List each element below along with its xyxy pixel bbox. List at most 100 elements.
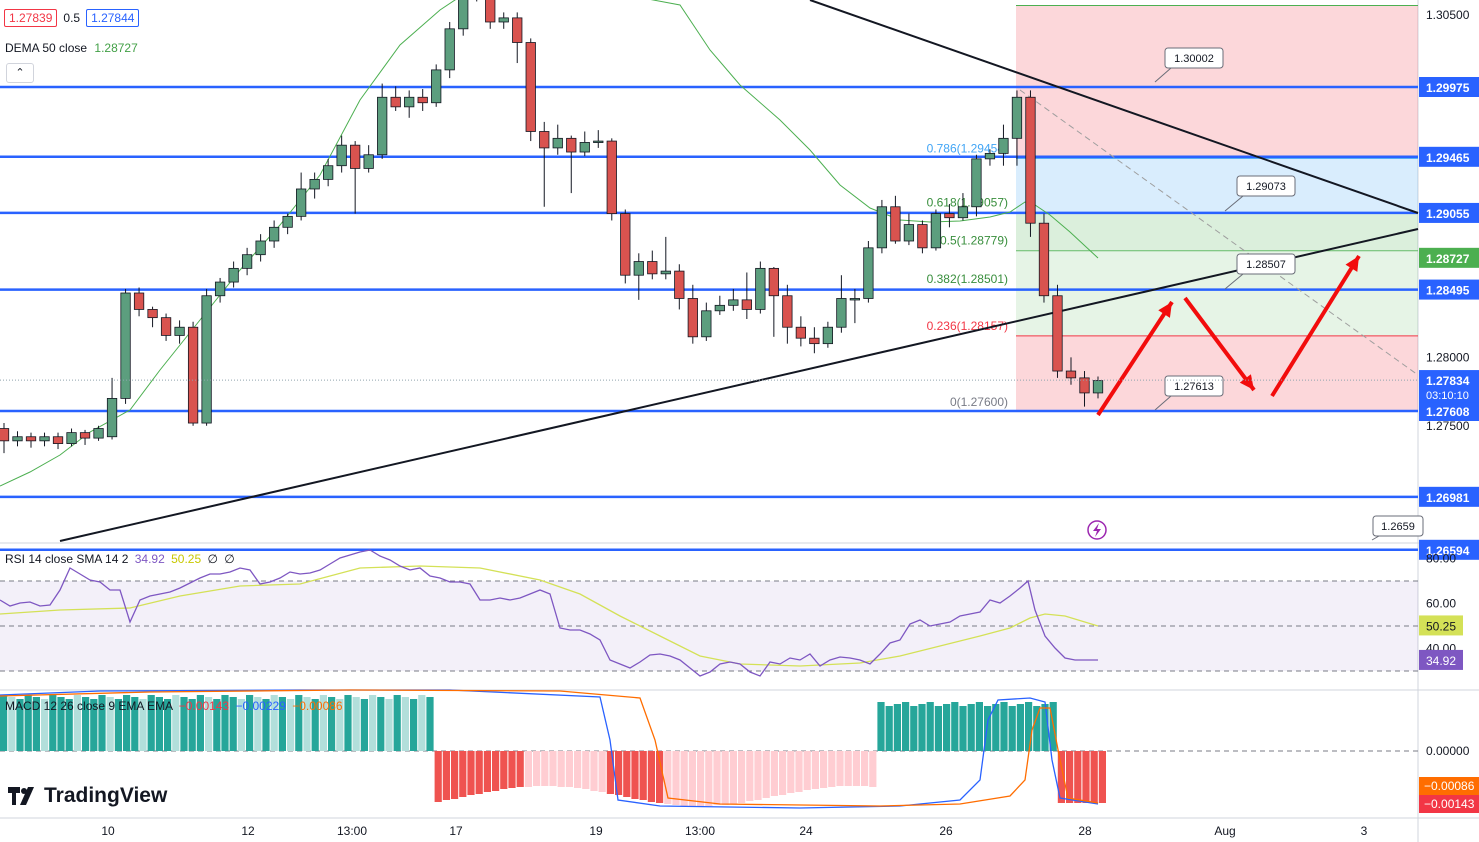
macd-hist-bar-6: [49, 695, 57, 751]
collapse-legend-button[interactable]: ⌃: [6, 63, 34, 83]
rsi-tick-1: 60.00: [1426, 597, 1456, 611]
candle-49: [660, 270, 671, 275]
macd-hist-bar-110: [902, 702, 910, 751]
macd-hist-bar-93: [762, 751, 770, 798]
macd-hist-bar-126: [1033, 706, 1041, 751]
candle-26: [350, 144, 361, 169]
rsi-legend[interactable]: RSI 14 close SMA 14 2 34.92 50.25 ∅ ∅: [5, 552, 235, 566]
ask-price[interactable]: 1.27844: [86, 9, 140, 27]
macd-hist-bar-36: [295, 695, 303, 751]
callout-text-0: 1.30002: [1174, 53, 1214, 65]
macd-hist-bar-11: [90, 699, 98, 751]
last-price-tag: 1.27834: [1426, 374, 1470, 388]
candle-42: [566, 137, 577, 153]
macd-legend[interactable]: MACD 12 26 close 9 EMA EMA −0.00143 −0.0…: [5, 699, 343, 713]
macd-hist-bar-121: [992, 704, 1000, 751]
macd-hist-bar-95: [779, 751, 787, 795]
macd-hist-bar-56: [459, 751, 467, 797]
dema-value: 1.28727: [94, 41, 138, 55]
candle-59: [795, 326, 806, 339]
rsi-label: RSI 14 close SMA 14 2: [5, 552, 129, 566]
arrow-up-2: [1270, 254, 1361, 398]
candle-6: [79, 432, 91, 439]
macd-hist-bar-3: [24, 695, 32, 751]
time-tick-5: 13:00: [685, 824, 715, 838]
candle-21: [282, 215, 293, 228]
macd-hist-bar-116: [951, 702, 959, 751]
macd-hist-bar-106: [869, 751, 877, 787]
macd-hist-bar-40: [328, 697, 336, 751]
macd-hist-bar-133: [1090, 751, 1098, 803]
macd-hist-bar-37: [303, 697, 311, 751]
candle-15: [201, 295, 212, 424]
callout-text-4: 1.2659: [1381, 521, 1415, 533]
macd-hist-bar-83: [680, 751, 688, 806]
price-tick-0: 1.30500: [1426, 8, 1470, 22]
candle-5: [66, 432, 77, 444]
candle-4: [52, 436, 64, 444]
candle-46: [620, 213, 631, 276]
price-tag-bg-0: [1419, 77, 1479, 97]
candle-3: [39, 436, 50, 442]
macd-hist-bar-14: [114, 699, 122, 751]
macd-hist-bar-20: [164, 699, 172, 751]
macd-signal-tag: −0.00086: [1424, 779, 1475, 793]
candle-58: [782, 295, 793, 328]
candle-10: [133, 292, 145, 310]
bid-price[interactable]: 1.27839: [4, 9, 58, 27]
macd-signal-line: [0, 689, 1099, 807]
candle-57: [768, 267, 779, 297]
arrow-up-1-head: [1158, 302, 1172, 318]
candle-38: [512, 17, 523, 43]
macd-hist-bar-43: [352, 697, 360, 751]
macd-hist-bar-100: [820, 751, 828, 788]
macd-hist-bar-109: [893, 704, 901, 751]
macd-hist-bar-61: [500, 751, 508, 789]
rsi-extra-1: ∅: [207, 552, 218, 566]
macd-signal-value: −0.00086: [292, 699, 343, 713]
rsi-sma-tag-bg: [1419, 615, 1463, 636]
candle-2: [25, 436, 37, 442]
candle-44: [593, 140, 604, 143]
callout-pointer-1: [1224, 195, 1244, 212]
macd-hist-bar-70: [574, 751, 582, 788]
macd-hist-value: −0.00143: [178, 699, 230, 713]
price-tag-3: 1.28495: [1426, 284, 1470, 298]
macd-hist-bar-62: [508, 751, 516, 788]
macd-hist-bar-33: [270, 695, 278, 751]
fib-label-1: 0.618(1.29057): [927, 196, 1008, 210]
lightning-icon-bolt: [1093, 523, 1101, 537]
macd-hist-bar-88: [721, 751, 729, 805]
macd-hist-bar-131: [1074, 751, 1082, 803]
candle-70: [944, 213, 955, 219]
macd-hist-bar-26: [213, 699, 221, 751]
macd-hist-bar-30: [246, 695, 254, 751]
macd-hist-bar-23: [188, 699, 196, 751]
macd-hist-bar-92: [754, 751, 762, 800]
fib-zone-2: [1016, 212, 1418, 251]
candle-78: [1052, 295, 1063, 372]
arrow-up-1: [1096, 300, 1174, 417]
callout-pointer-2: [1224, 273, 1244, 290]
time-tick-1: 12: [241, 824, 255, 838]
candle-48: [647, 261, 658, 275]
macd-hist-bar-44: [360, 699, 368, 751]
callout-text-1: 1.29073: [1246, 181, 1286, 193]
macd-hist-bar-75: [615, 751, 623, 795]
macd-hist-bar-113: [926, 702, 934, 751]
macd-hist-bar-4: [32, 697, 40, 751]
macd-hist-bar-59: [483, 751, 491, 792]
fib-label-5: 0(1.27600): [950, 395, 1008, 409]
price-tag-bg-4: [1419, 401, 1479, 421]
dema-legend[interactable]: DEMA 50 close 1.28727: [5, 41, 138, 55]
time-tick-8: 28: [1078, 824, 1092, 838]
macd-hist-bar-73: [598, 751, 606, 792]
macd-hist-bar-86: [705, 751, 713, 806]
candle-16: [214, 281, 226, 297]
macd-hist-bar-102: [836, 751, 844, 786]
callout-pointer-0: [1154, 67, 1172, 83]
tradingview-logo-icon: [8, 787, 34, 805]
dema-label: DEMA 50 close: [5, 41, 88, 55]
macd-hist-bar-108: [885, 706, 893, 751]
